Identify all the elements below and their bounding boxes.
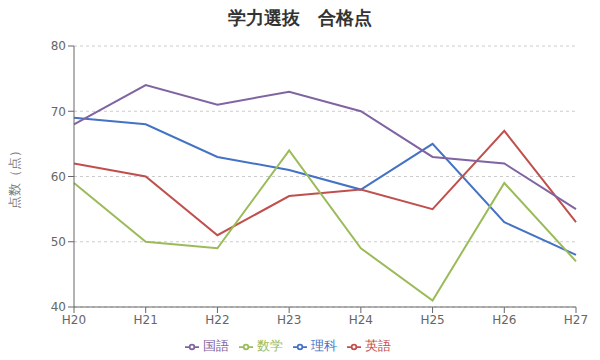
svg-text:点数（点）: 点数（点）	[8, 144, 22, 209]
svg-text:H26: H26	[492, 313, 516, 327]
svg-text:40: 40	[51, 300, 66, 314]
svg-text:H20: H20	[62, 313, 86, 327]
svg-text:70: 70	[51, 105, 66, 119]
svg-text:60: 60	[51, 170, 66, 184]
svg-text:H25: H25	[420, 313, 444, 327]
html-text:理科: 理科	[311, 338, 337, 353]
html-text:数学: 数学	[257, 338, 283, 353]
html-text:学力選抜 合格点: 学力選抜 合格点	[228, 7, 372, 28]
html-text:英語: 英語	[365, 338, 391, 353]
svg-text:H27: H27	[564, 313, 588, 327]
svg-text:80: 80	[51, 39, 66, 53]
svg-text:H23: H23	[277, 313, 301, 327]
html-text:国語: 国語	[203, 338, 229, 353]
svg-text:H22: H22	[205, 313, 229, 327]
svg-text:H24: H24	[349, 313, 373, 327]
svg-text:50: 50	[51, 235, 66, 249]
svg-text:H21: H21	[134, 313, 158, 327]
